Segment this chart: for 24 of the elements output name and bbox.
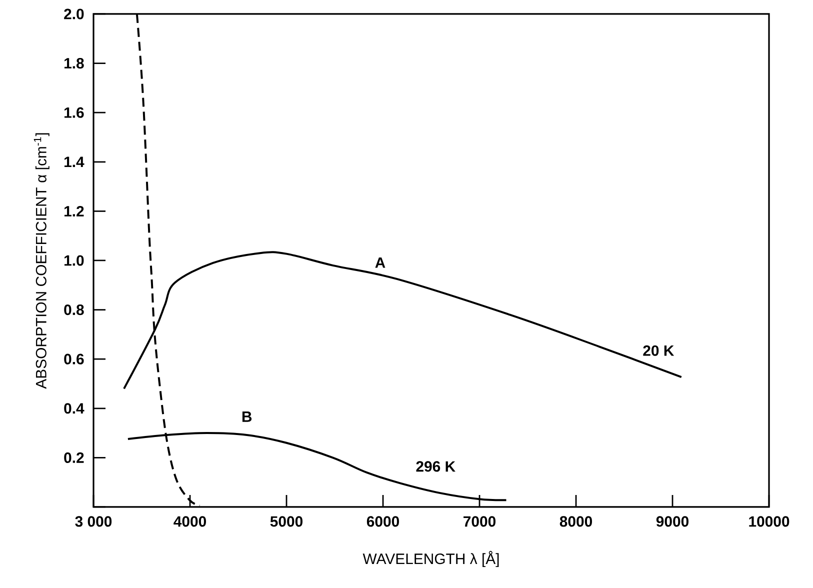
y-tick-label: 2.0 xyxy=(64,8,84,20)
x-tick-label: 9000 xyxy=(656,516,688,527)
x-tick-label: 7000 xyxy=(464,516,496,527)
y-tick-label: 0.6 xyxy=(64,354,84,364)
annotation: 20 K xyxy=(643,345,674,356)
x-tick-label: 3 000 xyxy=(75,516,112,527)
x-tick-label: 5000 xyxy=(270,516,302,527)
y-tick-label: 1.4 xyxy=(64,156,84,168)
x-tick-label: 8000 xyxy=(560,516,592,527)
annotation: A xyxy=(375,258,386,268)
y-tick-label: 0.2 xyxy=(64,452,84,463)
annotation: 296 K xyxy=(416,461,456,472)
y-tick-label: 1.8 xyxy=(64,58,84,69)
x-tick-label: 4000 xyxy=(174,516,206,527)
y-tick-label: 1.0 xyxy=(64,255,84,266)
y-tick-label: 1.6 xyxy=(64,107,84,118)
x-axis-title: WAVELENGTH λ [Å] xyxy=(362,550,499,568)
y-tick-label: 1.2 xyxy=(64,206,84,216)
y-tick-label: 0.4 xyxy=(64,403,84,414)
annotation: B xyxy=(242,412,252,422)
y-tick-label: 0.8 xyxy=(64,304,84,316)
x-tick-label: 10000 xyxy=(749,516,790,527)
y-axis-title: ABSORPTION COEFFICIENT α [cm$^{-1}$] xyxy=(34,133,50,389)
x-tick-label: 6000 xyxy=(366,516,399,527)
